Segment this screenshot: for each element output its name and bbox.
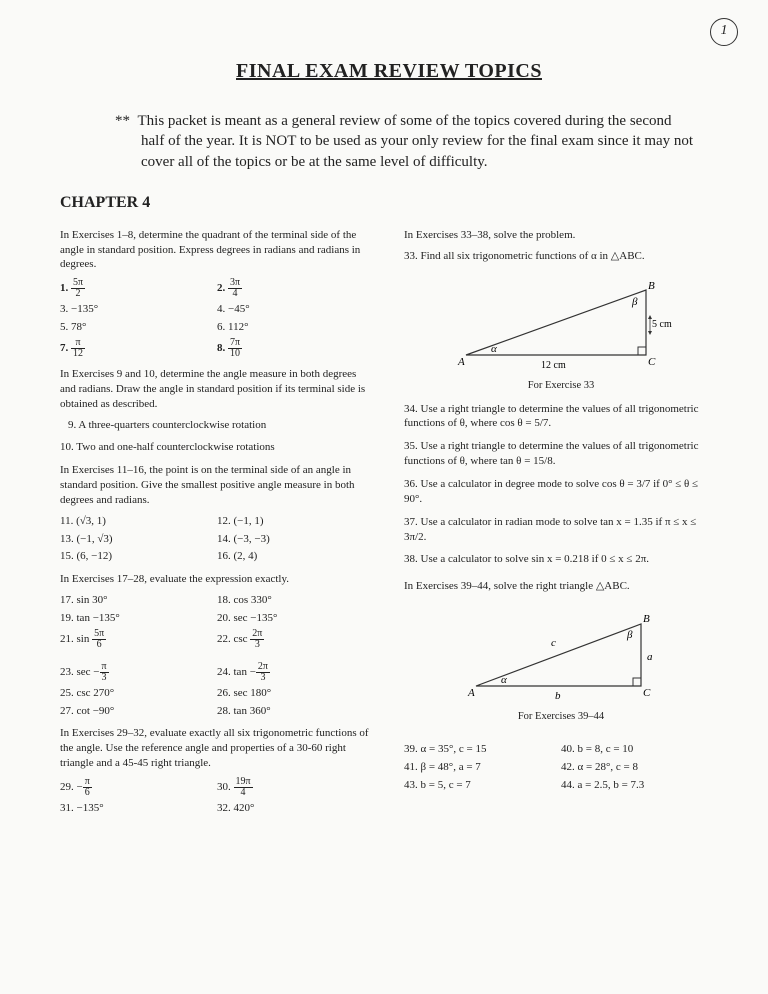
svg-text:β: β	[631, 296, 638, 308]
triangle-33-svg: A B C 12 cm 5 cm α β	[446, 275, 676, 375]
exercise-9: 9. A three-quarters counterclockwise rot…	[68, 418, 374, 433]
exercise-33: 33. Find all six trigonometric functions…	[404, 249, 718, 264]
exercise-37: 37. Use a calculator in radian mode to s…	[404, 515, 718, 545]
exercise-4: 4. −45°	[217, 302, 374, 317]
exercise-6: 6. 112°	[217, 320, 374, 335]
exercise-25: 25. csc 270°	[60, 686, 217, 701]
instructions-39-44: In Exercises 39–44, solve the right tria…	[404, 579, 718, 594]
triangle-figure-33: A B C 12 cm 5 cm α β For Exercise 33	[404, 275, 718, 393]
triangle-figure-39: A B C b a c α β For Exercises 39–44	[404, 606, 718, 724]
page-number: 1	[721, 23, 728, 38]
exercises-11-16: 11. (√3, 1) 12. (−1, 1) 13. (−1, √3) 14.…	[60, 514, 374, 565]
intro-paragraph: ** This packet is meant as a general rev…	[115, 111, 698, 172]
exercises-29-32: 29. −π6 30. 19π4 31. −135° 32. 420°	[60, 777, 374, 816]
instructions-1-8: In Exercises 1–8, determine the quadrant…	[60, 228, 374, 273]
intro-text: This packet is meant as a general review…	[138, 113, 694, 170]
svg-text:C: C	[648, 356, 656, 368]
exercise-41: 41. β = 48°, a = 7	[404, 760, 561, 775]
exercise-14: 14. (−3, −3)	[217, 532, 374, 547]
exercise-38: 38. Use a calculator to solve sin x = 0.…	[404, 552, 718, 567]
svg-text:α: α	[501, 674, 507, 686]
exercise-28: 28. tan 360°	[217, 704, 374, 719]
instructions-17-28: In Exercises 17–28, evaluate the express…	[60, 572, 374, 587]
exercise-20: 20. sec −135°	[217, 611, 374, 626]
svg-text:c: c	[551, 637, 556, 649]
exercise-12: 12. (−1, 1)	[217, 514, 374, 529]
exercise-26: 26. sec 180°	[217, 686, 374, 701]
exercise-2: 2. 3π4	[217, 278, 374, 299]
exercise-15: 15. (6, −12)	[60, 549, 217, 564]
exercise-31: 31. −135°	[60, 801, 217, 816]
instructions-33-38: In Exercises 33–38, solve the problem.	[404, 228, 718, 243]
exercise-32: 32. 420°	[217, 801, 374, 816]
exercise-5: 5. 78°	[60, 320, 217, 335]
instructions-29-32: In Exercises 29–32, evaluate exactly all…	[60, 726, 374, 771]
instructions-11-16: In Exercises 11–16, the point is on the …	[60, 463, 374, 508]
exercise-23: 23. sec −π3	[60, 662, 217, 683]
exercise-8: 8. 7π10	[217, 338, 374, 359]
exercise-21: 21. sin 5π6	[60, 629, 217, 650]
right-column: In Exercises 33–38, solve the problem. 3…	[404, 222, 718, 824]
exercise-13: 13. (−1, √3)	[60, 532, 217, 547]
instructions-9-10: In Exercises 9 and 10, determine the ang…	[60, 367, 374, 412]
intro-marker: **	[115, 113, 130, 129]
exercise-22: 22. csc 2π3	[217, 629, 374, 650]
exercise-17: 17. sin 30°	[60, 593, 217, 608]
svg-text:B: B	[648, 280, 655, 292]
svg-text:B: B	[643, 613, 650, 625]
page-number-circle: 1	[710, 18, 738, 46]
svg-text:b: b	[555, 690, 561, 702]
svg-text:α: α	[491, 343, 497, 355]
exercise-11: 11. (√3, 1)	[60, 514, 217, 529]
exercise-42: 42. α = 28°, c = 8	[561, 760, 718, 775]
exercise-44: 44. a = 2.5, b = 7.3	[561, 778, 718, 793]
exercise-40: 40. b = 8, c = 10	[561, 742, 718, 757]
exercise-36: 36. Use a calculator in degree mode to s…	[404, 477, 718, 507]
svg-text:A: A	[457, 356, 465, 368]
page: 1 FINAL EXAM REVIEW TOPICS ** This packe…	[0, 0, 768, 994]
exercise-39: 39. α = 35°, c = 15	[404, 742, 561, 757]
exercise-29: 29. −π6	[60, 777, 217, 798]
figure-39-caption: For Exercises 39–44	[404, 710, 718, 724]
exercise-24: 24. tan −2π3	[217, 662, 374, 683]
svg-text:C: C	[643, 687, 651, 699]
exercise-34: 34. Use a right triangle to determine th…	[404, 402, 718, 432]
exercise-19: 19. tan −135°	[60, 611, 217, 626]
triangle-39-svg: A B C b a c α β	[451, 606, 671, 706]
exercises-39-44: 39. α = 35°, c = 15 40. b = 8, c = 10 41…	[404, 742, 718, 793]
svg-text:5 cm: 5 cm	[652, 319, 672, 330]
exercise-10: 10. Two and one-half counterclockwise ro…	[60, 440, 374, 455]
exercise-3: 3. −135°	[60, 302, 217, 317]
exercise-7: 7. π12	[60, 338, 217, 359]
svg-text:12 cm: 12 cm	[541, 360, 566, 371]
exercises-17-28: 17. sin 30° 18. cos 330° 19. tan −135° 2…	[60, 593, 374, 718]
exercise-43: 43. b = 5, c = 7	[404, 778, 561, 793]
content-columns: In Exercises 1–8, determine the quadrant…	[60, 222, 718, 824]
chapter-heading: CHAPTER 4	[60, 194, 718, 212]
exercise-35: 35. Use a right triangle to determine th…	[404, 439, 718, 469]
exercise-16: 16. (2, 4)	[217, 549, 374, 564]
svg-text:β: β	[626, 629, 633, 641]
left-column: In Exercises 1–8, determine the quadrant…	[60, 222, 374, 824]
svg-text:a: a	[647, 651, 653, 663]
exercise-30: 30. 19π4	[217, 777, 374, 798]
document-title: FINAL EXAM REVIEW TOPICS	[60, 60, 718, 83]
exercise-27: 27. cot −90°	[60, 704, 217, 719]
exercises-1-8: 1. 5π2 2. 3π4 3. −135° 4. −45° 5. 78° 6.…	[60, 278, 374, 359]
exercise-1: 1. 5π2	[60, 278, 217, 299]
svg-text:A: A	[467, 687, 475, 699]
exercise-18: 18. cos 330°	[217, 593, 374, 608]
figure-33-caption: For Exercise 33	[404, 379, 718, 393]
